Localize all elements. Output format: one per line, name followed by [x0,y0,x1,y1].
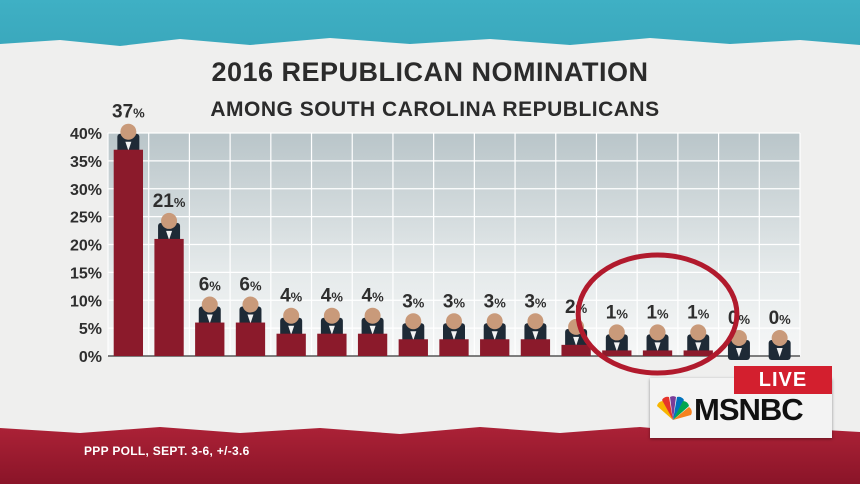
y-tick-label: 0% [79,349,102,366]
y-tick-label: 5% [79,321,102,338]
candidate-photo-shirt [573,336,580,346]
data-label: 0% [728,308,751,329]
candidate-photo-shirt [776,348,783,357]
data-label: 4% [280,286,303,307]
candidate-photo-face [161,212,178,229]
bar [480,339,510,356]
chart-subtitle: AMONG SOUTH CAROLINA REPUBLICANS [210,98,660,121]
data-label: 4% [362,286,385,307]
data-label: 37% [112,102,145,123]
peacock-icon [657,396,692,420]
candidate-photo-face [364,307,381,324]
bar [113,149,144,356]
y-tick-label: 40% [70,126,102,143]
candidate-photo-shirt [328,325,335,335]
poll-source-footnote: PPP POLL, SEPT. 3-6, +/-3.6 [84,444,250,458]
bar [602,350,632,356]
data-label: 6% [239,275,262,296]
candidate-photo-shirt [735,348,742,357]
data-label: 3% [402,291,425,312]
candidate-photo-face [486,313,503,330]
candidate-photo-face [242,296,259,313]
candidate-photo-shirt [288,325,295,335]
data-label: 4% [321,286,344,307]
bar [317,333,347,356]
bar [520,339,551,356]
bar [357,333,388,356]
chart-title: 2016 REPUBLICAN NOMINATION [211,57,649,87]
y-tick-label: 25% [70,210,102,227]
candidate-photo-shirt [206,314,213,324]
data-label: 0% [769,308,792,329]
y-tick-label: 20% [70,238,102,255]
candidate-photo-face [405,313,422,330]
candidate-photo-face [120,123,137,140]
y-tick-label: 10% [70,293,102,310]
candidate-photo-face [201,296,218,313]
candidate-photo-face [608,324,625,341]
y-tick-label: 35% [70,154,102,171]
candidate-photo-face [649,324,666,341]
candidate-photo-shirt [410,331,417,341]
bar [561,344,591,356]
candidate-photo-face [283,307,300,324]
y-tick-label: 30% [70,182,102,199]
candidate-photo-shirt [451,331,457,341]
candidate-photo-shirt [491,331,498,341]
candidate-photo-shirt [654,342,661,352]
data-label: 1% [687,302,710,323]
data-label: 3% [484,291,507,312]
candidate-photo-shirt [166,230,173,240]
bar [642,350,673,356]
candidate-photo-shirt [613,342,620,352]
data-label: 1% [646,302,669,323]
bar [276,333,306,356]
candidate-photo-shirt [532,331,539,341]
candidate-photo-shirt [125,141,132,151]
candidate-photo-shirt [247,314,254,324]
bar [195,322,225,356]
candidate-photo-shirt [695,342,702,352]
bar [235,322,266,356]
data-label: 3% [524,291,547,312]
network-name: MSNBC [694,392,804,427]
candidate-photo-face [323,307,340,324]
bar [398,339,428,356]
highlight-circle [575,252,740,376]
data-label: 21% [153,191,186,212]
y-tick-label: 15% [70,265,102,282]
candidate-photo-face [690,324,707,341]
bar [154,238,184,356]
candidate-photo-face [527,313,544,330]
data-label: 3% [443,291,466,312]
bar [439,339,469,356]
data-label: 6% [199,275,222,296]
candidate-photo-face [446,313,462,330]
candidate-photo-face [771,330,788,346]
data-label: 1% [606,302,629,323]
live-badge: LIVE [734,366,832,394]
bar [683,350,713,356]
candidate-photo-shirt [369,325,376,335]
